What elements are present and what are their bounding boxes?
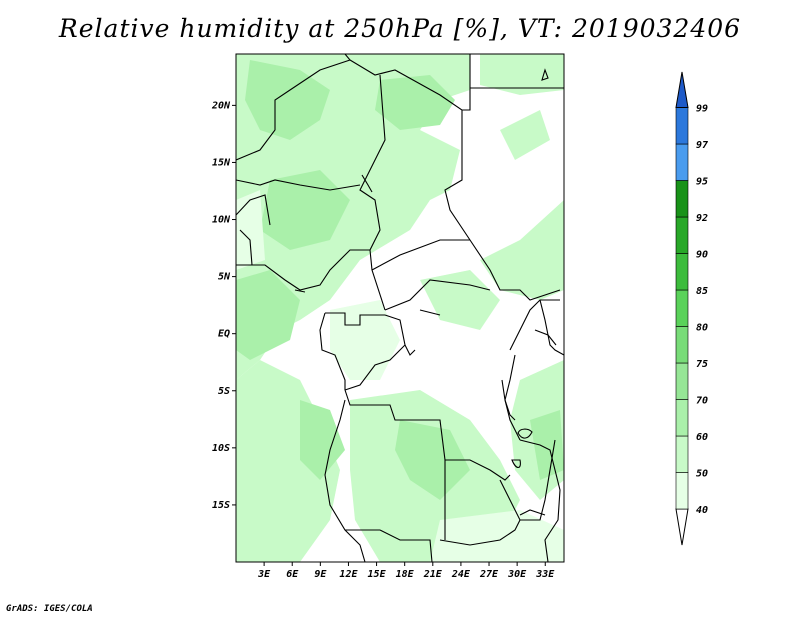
lat-tick-label: 5S <box>218 386 230 397</box>
lat-tick-label: 5N <box>218 272 231 283</box>
lon-tick-label: 12E <box>339 569 358 580</box>
lon-tick-label: 27E <box>479 569 499 580</box>
humidity-shading <box>236 54 564 562</box>
colorbar-segment <box>675 399 689 437</box>
map-frame <box>235 53 565 563</box>
colorbar-label: 95 <box>696 177 708 188</box>
lat-tick-label: 15S <box>212 500 230 511</box>
lon-tick-label: 9E <box>314 569 327 580</box>
lon-tick-label: 33E <box>535 569 555 580</box>
map-title: Relative humidity at 250hPa [%], VT: 201… <box>58 14 742 43</box>
lon-tick-label: 30E <box>507 569 527 580</box>
longitude-axis: 3E 6E 9E 12E 15E 18E 21E 24E 27E 30E 33E <box>257 562 555 580</box>
lon-tick-label: 21E <box>423 569 443 580</box>
colorbar-label: 40 <box>696 505 708 516</box>
lat-tick-label: EQ <box>218 329 230 340</box>
colorbar-segment <box>675 362 689 400</box>
colorbar-label: 99 <box>696 104 708 115</box>
lat-tick-label: 20N <box>211 100 231 111</box>
colorbar-label: 97 <box>696 140 708 151</box>
colorbar-label: 60 <box>696 432 708 443</box>
country-borders <box>236 54 564 562</box>
lon-tick-label: 15E <box>368 569 387 580</box>
colorbar-max-triangle <box>675 71 689 108</box>
grads-credit: GrADS: IGES/COLA <box>6 604 93 614</box>
colorbar-segment <box>675 326 689 364</box>
colorbar-label: 80 <box>696 323 708 334</box>
colorbar-min-triangle <box>675 508 689 546</box>
colorbar-segment <box>675 143 689 181</box>
colorbar-segment <box>675 289 689 327</box>
lon-tick-label: 24E <box>451 569 471 580</box>
colorbar-label: 85 <box>696 286 708 297</box>
colorbar-segment <box>675 435 689 473</box>
latitude-axis: 20N 15N 10N 5N EQ 5S 10S 15S <box>211 100 236 511</box>
lat-tick-label: 15N <box>212 157 231 168</box>
lon-tick-label: 6E <box>286 569 299 580</box>
colorbar-label: 70 <box>696 396 708 407</box>
colorbar-segment <box>675 107 689 145</box>
colorbar-segment <box>675 472 689 510</box>
colorbar-label: 50 <box>696 469 708 480</box>
lon-tick-label: 18E <box>396 569 415 580</box>
colorbar-segment <box>675 216 689 254</box>
lon-tick-label: 3E <box>257 569 271 580</box>
colorbar-label: 92 <box>696 213 708 224</box>
lat-tick-label: 10N <box>212 215 231 226</box>
colorbar-label: 90 <box>696 250 708 261</box>
colorbar-segment <box>675 180 689 218</box>
colorbar-segment <box>675 253 689 291</box>
colorbar: 40 50 60 70 75 80 85 90 92 95 97 99 <box>675 71 708 546</box>
colorbar-label: 75 <box>696 359 708 370</box>
lat-tick-label: 10S <box>212 443 230 454</box>
